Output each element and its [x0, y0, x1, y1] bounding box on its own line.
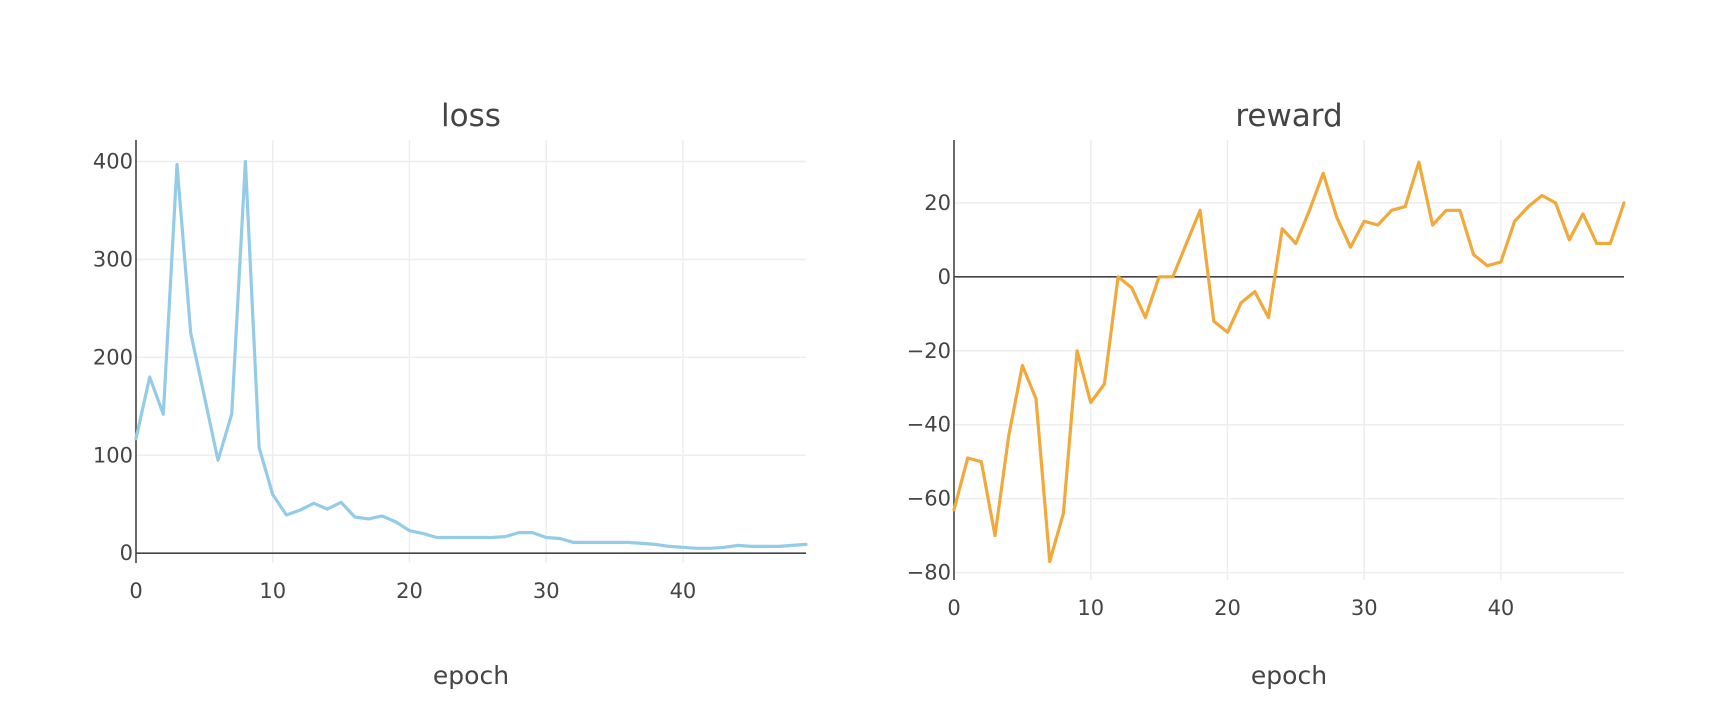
x-tick-label: 0 [947, 596, 960, 620]
x-tick-label: 0 [129, 579, 142, 603]
y-tick-label: −40 [907, 413, 951, 437]
y-tick-label: 0 [120, 541, 133, 565]
x-axis-title: epoch [433, 661, 509, 690]
y-tick-label: 300 [93, 247, 133, 271]
y-tick-label: −20 [907, 339, 951, 363]
x-tick-label: 40 [670, 579, 697, 603]
x-tick-label: 40 [1488, 596, 1515, 620]
y-tick-label: 200 [93, 345, 133, 369]
x-tick-label: 20 [396, 579, 423, 603]
chart-title: loss [441, 98, 501, 134]
x-axis-title: epoch [1251, 661, 1327, 690]
reward-series-line [952, 160, 1626, 564]
x-tick-label: 30 [533, 579, 560, 603]
y-tick-label: 20 [924, 191, 951, 215]
y-tick-label: 0 [938, 265, 951, 289]
y-tick-label: −80 [907, 561, 951, 585]
reward-subplot: 0 10 20 30 40 −80 −60 −40 −20 0 20 reward epoch [907, 98, 1626, 690]
y-tick-label: −60 [907, 487, 951, 511]
y-tick-label: 400 [93, 150, 133, 174]
loss-series-line [134, 159, 808, 550]
x-tick-label: 20 [1214, 596, 1241, 620]
x-tick-label: 30 [1351, 596, 1378, 620]
x-tick-label: 10 [1077, 596, 1104, 620]
chart-title: reward [1235, 98, 1342, 134]
x-tick-label: 10 [259, 579, 286, 603]
y-tick-label: 100 [93, 443, 133, 467]
